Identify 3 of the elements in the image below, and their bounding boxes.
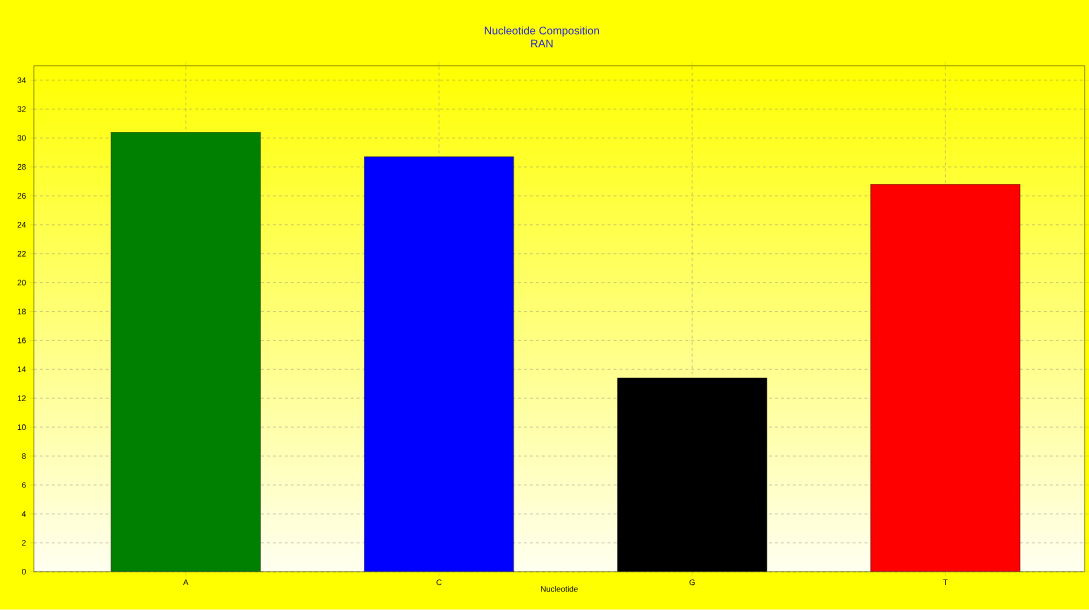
chart-subtitle: RAN: [531, 39, 553, 48]
chart-title: Nucleotide Composition: [484, 26, 599, 37]
bar: [870, 184, 1021, 572]
